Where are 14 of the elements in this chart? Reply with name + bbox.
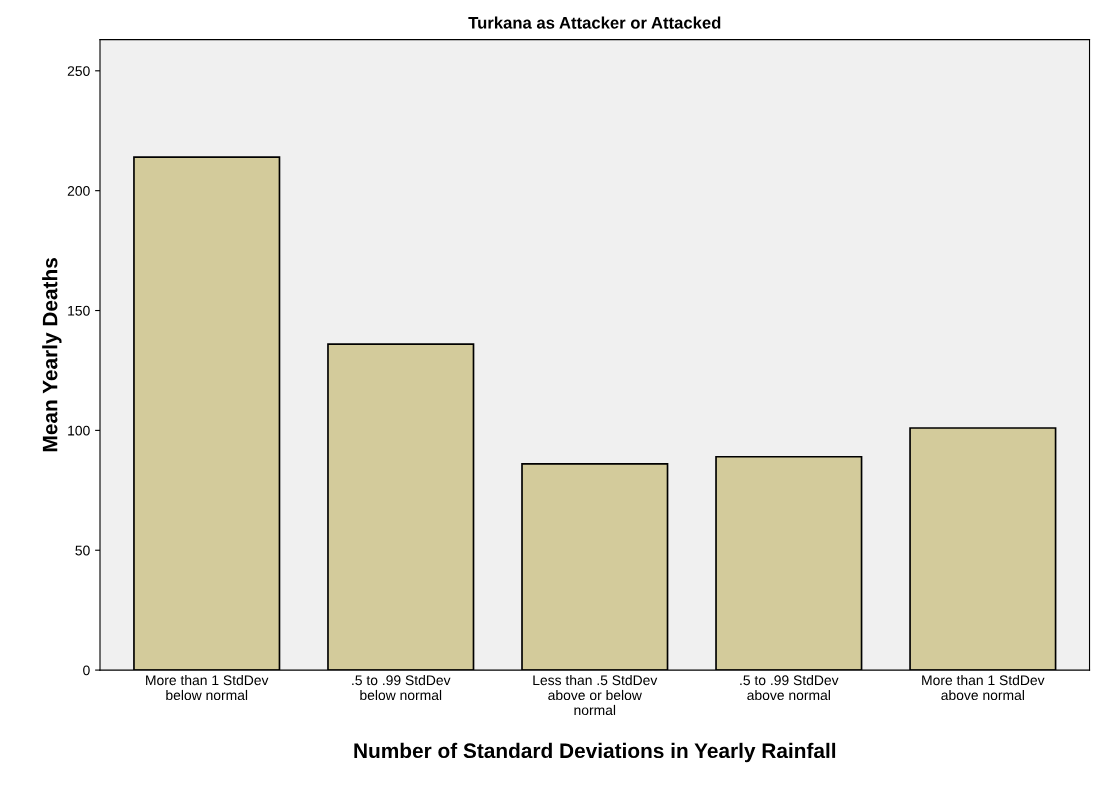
y-tick-label: 150	[68, 305, 90, 316]
y-tick-label: 200	[67, 186, 90, 196]
x-tick-label: .5 to .99 StdDev above normal	[740, 674, 839, 701]
y-tick-label: 100	[68, 425, 90, 436]
x-tick-label: More than 1 StdDev below normal	[146, 674, 269, 701]
x-tick-label: More than 1 StdDev above normal	[922, 674, 1045, 701]
y-tick-label: 50	[75, 545, 90, 556]
y-tick-label: 0	[83, 665, 90, 676]
y-tick-label: 250	[67, 66, 90, 76]
y-axis-title: Mean Yearly Deaths	[42, 258, 62, 452]
x-tick-label: .5 to .99 StdDev below normal	[352, 674, 451, 701]
x-tick-label: Less than .5 StdDev above or below normal	[533, 674, 658, 716]
x-axis-title: Number of Standard Deviations in Yearly Rainfall	[354, 742, 836, 763]
chart-title: Turkana as Attacker or Attacked	[468, 16, 721, 29]
